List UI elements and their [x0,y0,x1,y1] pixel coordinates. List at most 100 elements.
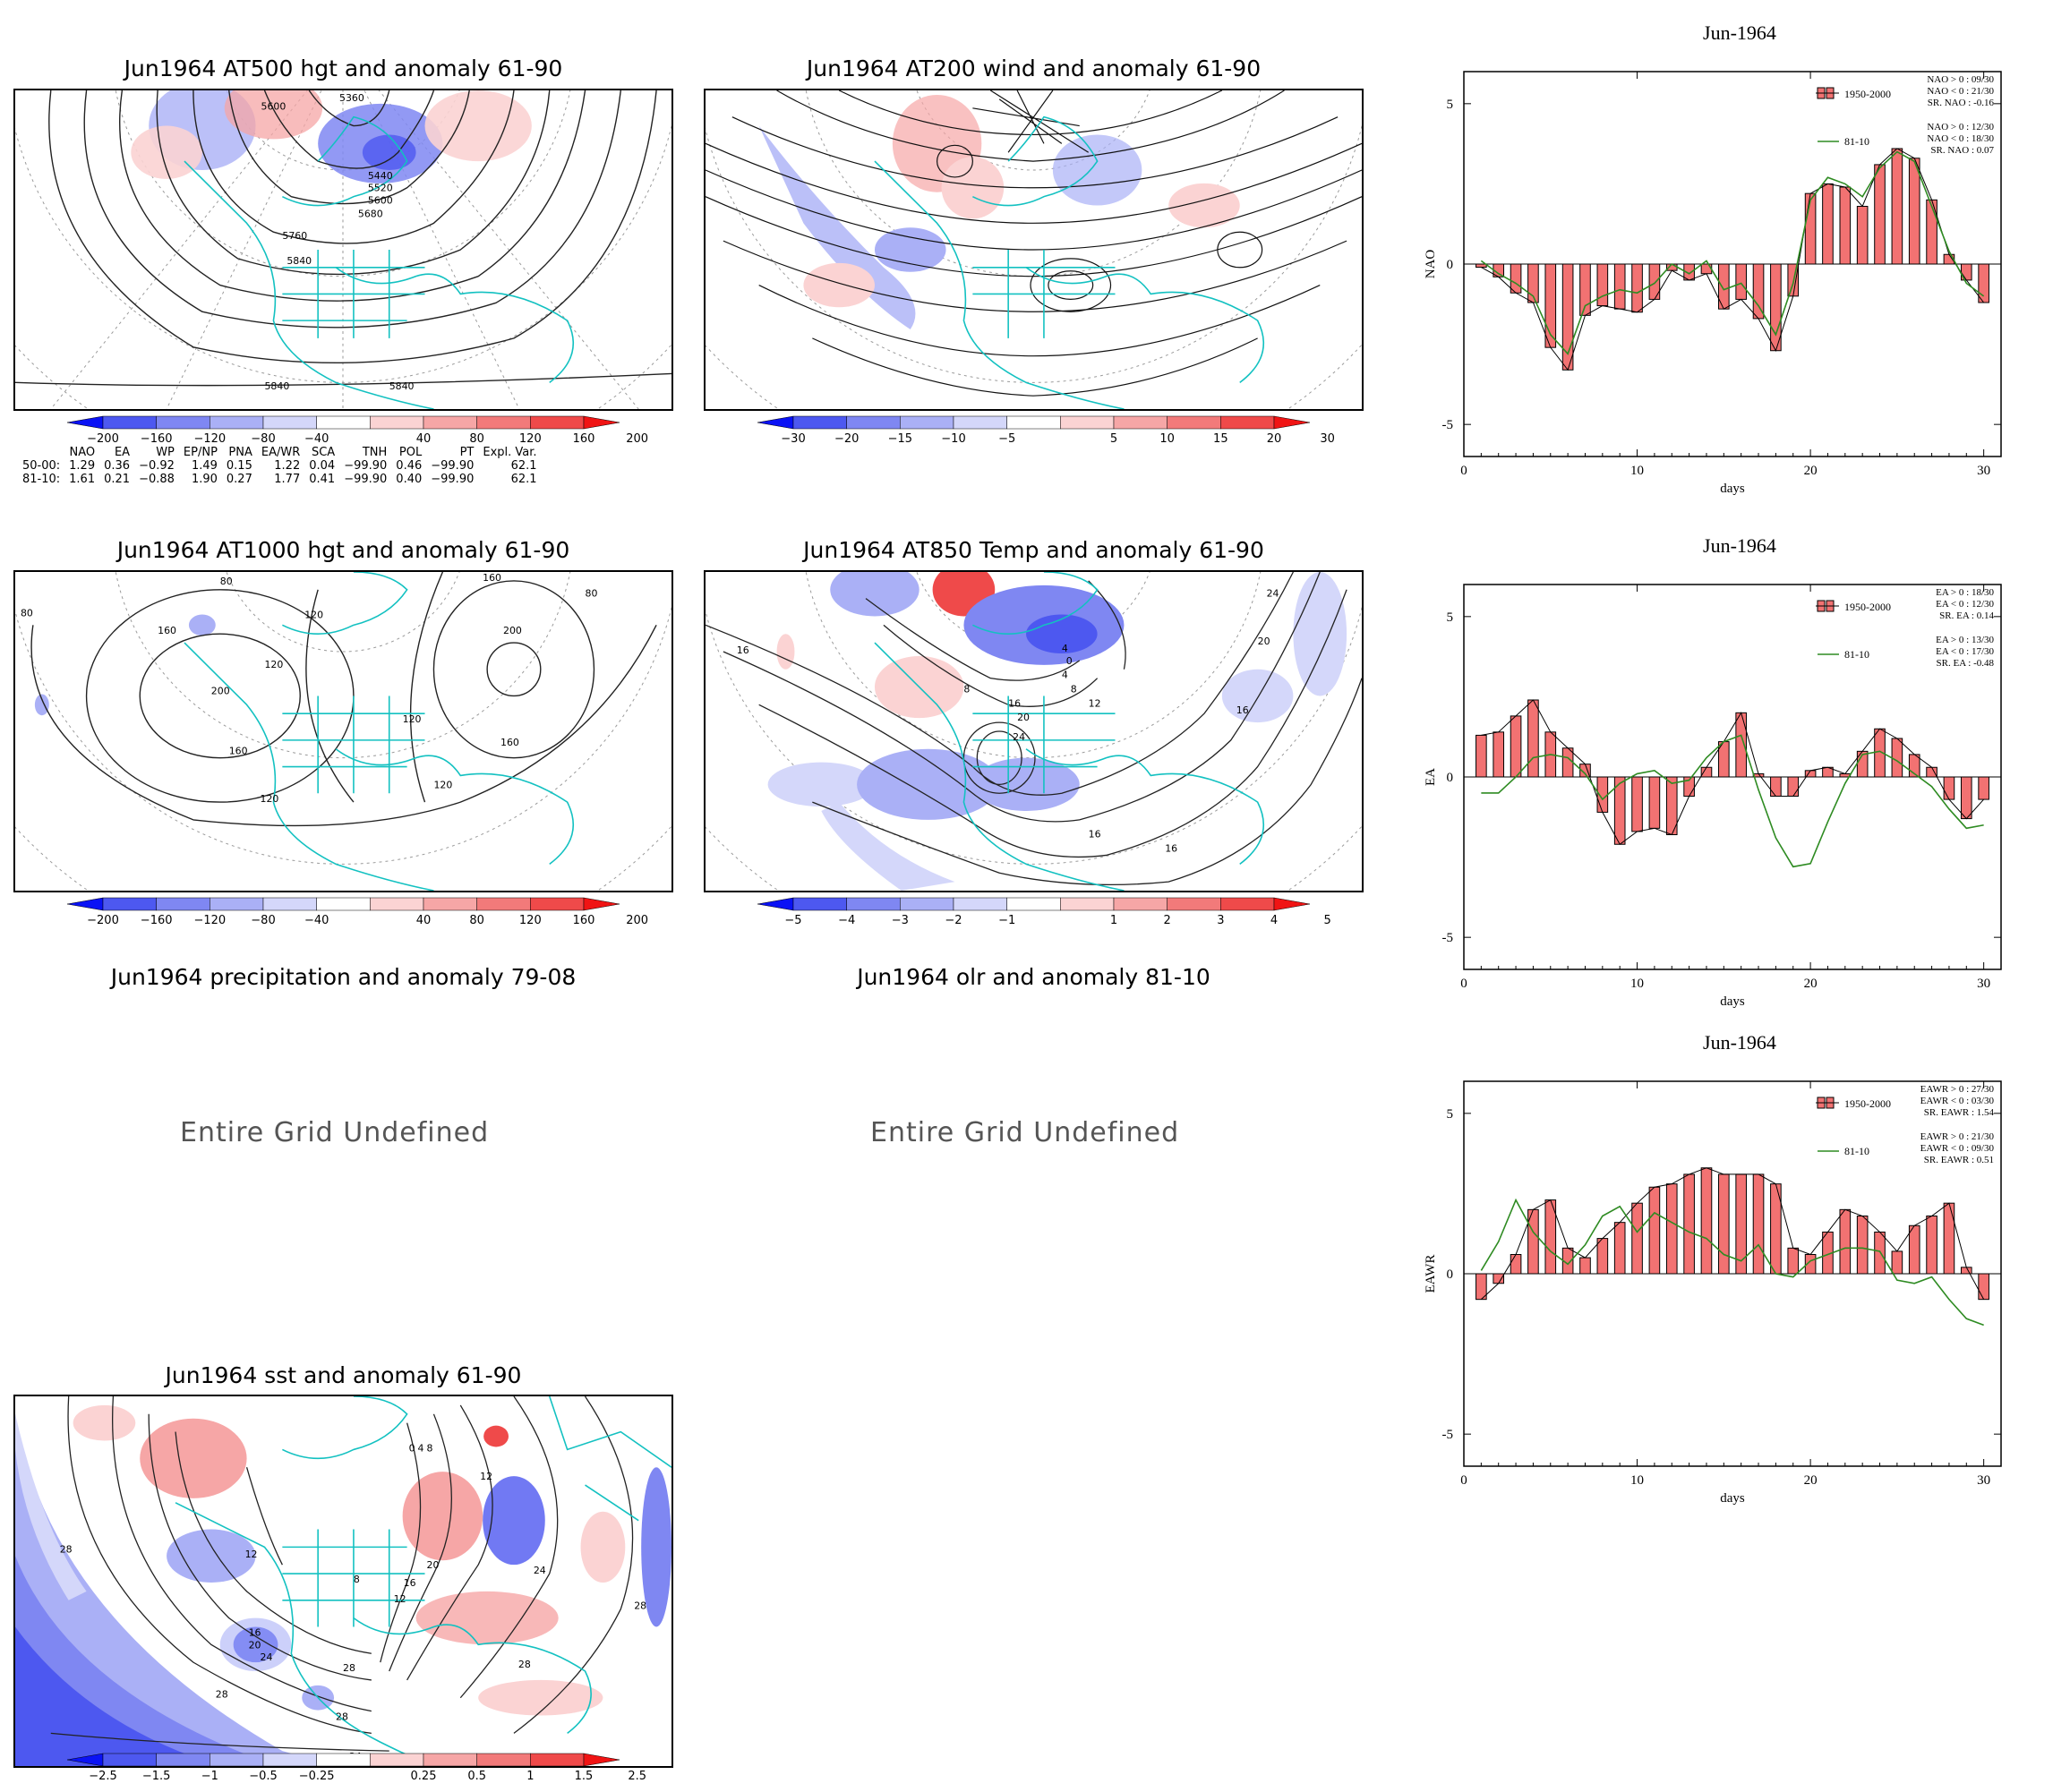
ea-chart: -5 0 5 0 10 20 30 days EA 1950-2000 81-10 EA > 0 : … [1415,576,2050,1023]
contour-label: 28 [60,1543,73,1555]
colorbar-tick-label: 0.5 [467,1770,486,1783]
bar [1874,1231,1886,1275]
index-table-row: 81-10: 1.61 0.21 −0.88 1.90 0.27 1.77 0.… [18,473,542,486]
colorbar-swatch [846,897,901,911]
y-tick-label: -5 [1442,418,1454,432]
y-axis-label: EAWR [1424,1255,1438,1293]
olr-undefined-message: Entire Grid Undefined [870,1117,1180,1148]
index-cell: 0.46 [396,459,423,473]
colorbar-tick-label: 160 [573,432,595,446]
colorbar-tick-label: 4 [1270,914,1278,927]
contour-label: 4 [1062,670,1068,681]
stats-text: EA > 0 : 18/30 [1936,587,1994,598]
colorbar-swatch [900,897,954,911]
ea-chart-title: Jun-1964 [1703,534,1776,557]
x-tick-label: 30 [1977,977,1990,991]
bar [1978,263,1989,303]
colorbar-tick-label: 1.5 [575,1770,594,1783]
colorbar-tick-label: 40 [416,914,432,927]
bar [1700,766,1713,778]
index-cell: −0.88 [139,473,175,486]
contour-label: 28 [336,1711,348,1723]
contour-label: 8 [963,684,970,695]
x-tick-label: 10 [1630,1473,1644,1488]
contour-label: 5680 [358,208,383,219]
bar [1700,1167,1713,1275]
colorbar-tick-label: −1.5 [142,1770,171,1783]
bar [1822,183,1834,265]
bar [1648,1186,1661,1275]
stats-text: SR. NAO : -0.16 [1928,98,1995,108]
colorbar-tick-label: −0.25 [299,1770,335,1783]
bar [1787,1247,1800,1275]
colorbar-tick-label: −80 [251,432,275,446]
colorbar-swatch [262,897,317,911]
index-cell: 0.15 [226,459,252,473]
contour-label: 120 [433,779,452,790]
legend-line-label: 81-10 [1844,135,1869,148]
colorbar-swatch [262,415,317,430]
x-axis-label: days [1720,482,1745,496]
contour-label: 20 [426,1559,439,1571]
contour-label: 0 [409,1442,415,1454]
contour-label: 200 [211,685,230,696]
bar [1926,1216,1937,1275]
colorbar-swatch [66,1753,104,1767]
index-cell: 0.40 [396,473,423,486]
colorbar-tick-label: 80 [469,914,484,927]
stats-text: EA < 0 : 12/30 [1936,599,1994,610]
bar-outline-line [1481,148,1985,371]
contour-label: 16 [737,644,749,656]
x-axis-label: days [1720,994,1745,1009]
contour-label: 8 [426,1442,432,1454]
colorbar-tick-label: −120 [193,914,226,927]
bar [1770,263,1782,352]
series-line [1480,150,1985,355]
bar [1752,263,1765,320]
contour-label: 80 [586,588,598,600]
colorbar-swatch [953,415,1007,430]
bar [1613,1222,1626,1275]
colorbar-swatch [476,415,531,430]
index-cell: 62.1 [510,459,537,473]
colorbar-swatch [370,415,424,430]
contour-label: 16 [404,1577,416,1589]
height-contours [15,90,671,387]
bar [1908,1225,1920,1275]
index-cell: 62.1 [510,473,537,486]
colorbar-swatch [210,897,264,911]
contour-label: 160 [483,572,501,584]
contour-label: 16 [1165,843,1177,855]
colorbar-swatch [1167,415,1221,430]
colorbar-tick-label: 120 [519,914,542,927]
bar-outline-line [1481,699,1985,845]
colorbar-tick-label: −3 [892,914,909,927]
wind200-title: Jun1964 AT200 wind and anomaly 61-90 [806,55,1262,81]
colorbar-swatch [370,1753,424,1767]
colorbar-tick-label: −200 [87,432,119,446]
colorbar-tick-label: −2 [945,914,962,927]
bar [1631,263,1643,313]
olr-title: Jun1964 olr and anomaly 81-10 [857,964,1210,990]
index-cell: 50-00: [22,459,61,473]
colorbar-swatch [210,1753,264,1767]
temp-colorbar: −5 −4 −3 −2 −1 1 2 3 4 5 [704,897,1364,933]
eawr-chart-title: Jun-1964 [1703,1031,1776,1054]
colorbar-swatch [156,415,210,430]
stats-text: EAWR > 0 : 21/30 [1920,1131,1995,1142]
index-cell: 0.04 [309,459,336,473]
colorbar-tick-label: 40 [416,432,432,446]
bar [1960,1267,1972,1275]
colorbar-tick-label: 3 [1217,914,1224,927]
colorbar-swatch [846,415,901,430]
colorbar-tick-label: −15 [888,432,912,446]
stats-text: SR. NAO : 0.07 [1930,145,1994,156]
bar [1493,1273,1505,1284]
colorbar-swatch [476,897,531,911]
y-tick-label: 5 [1447,1107,1454,1122]
bar [1561,747,1574,778]
x-tick-label: 20 [1804,464,1818,478]
legend-bar-label: 1950-2000 [1844,1097,1891,1110]
index-cell: −0.92 [139,459,175,473]
contour-label: 12 [245,1549,258,1560]
